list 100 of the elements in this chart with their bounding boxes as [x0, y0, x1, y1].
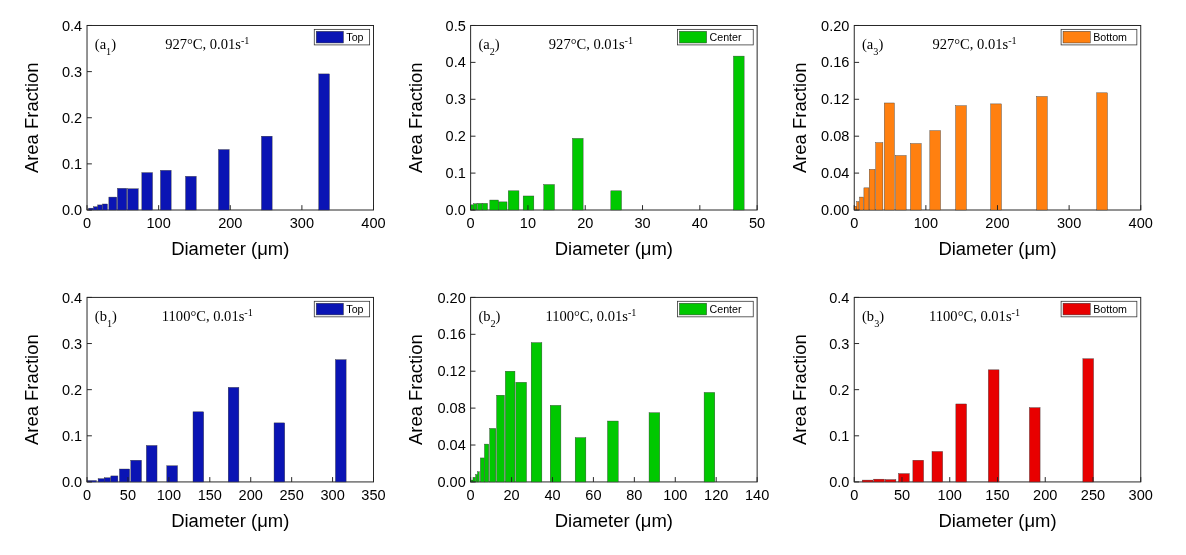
x-tick-label: 200 [218, 215, 243, 232]
annotation: 1100°C, 0.01s$^{-1}$ [929, 306, 1021, 324]
y-tick-label: 0.0 [445, 202, 466, 219]
y-axis-title: Area Fraction [21, 334, 43, 446]
x-tick-label: 60 [585, 487, 602, 504]
annotation: 927°C, 0.01s$^{-1}$ [932, 34, 1017, 52]
y-tick-label: 0.2 [829, 381, 850, 398]
y-tick-label: 0.20 [821, 17, 850, 34]
y-tick-label: 0.12 [821, 91, 850, 108]
annotation: 1100°C, 0.01s$^{-1}$ [545, 306, 637, 324]
x-tick-label: 30 [634, 215, 651, 232]
y-axis-title: Area Fraction [21, 62, 43, 174]
x-tick-label: 20 [577, 215, 594, 232]
y-tick-label: 0.2 [61, 109, 83, 126]
x-axis-title: Diameter (μm) [554, 237, 673, 259]
annotation: 1100°C, 0.01s$^{-1}$ [161, 306, 253, 324]
y-axis-title: Area Fraction [405, 334, 427, 446]
y-axis-title: Area Fraction [788, 62, 810, 174]
x-tick-label: 40 [544, 487, 561, 504]
x-tick-label: 300 [289, 215, 315, 232]
x-tick-label: 400 [1128, 215, 1153, 232]
x-tick-label: 0 [82, 215, 92, 232]
y-tick-label: 0.2 [61, 381, 83, 398]
y-tick-label: 0.20 [437, 289, 466, 306]
x-tick-label: 50 [749, 215, 766, 232]
x-tick-label: 0 [850, 215, 859, 232]
y-tick-label: 0.3 [61, 63, 83, 80]
y-tick-label: 0.00 [821, 202, 850, 219]
x-tick-label: 150 [197, 487, 222, 504]
annotation: (b$_{3}$) [862, 307, 885, 329]
annotation: (b$_{1}$) [94, 307, 118, 329]
y-tick-label: 0.3 [445, 91, 466, 108]
x-tick-label: 140 [744, 487, 770, 504]
y-tick-label: 0.0 [829, 474, 850, 491]
x-tick-label: 100 [663, 487, 688, 504]
annotation: 927°C, 0.01s$^{-1}$ [548, 34, 634, 52]
x-tick-label: 100 [913, 215, 939, 232]
y-tick-label: 0.3 [61, 335, 83, 352]
x-tick-label: 0 [850, 487, 859, 504]
x-tick-label: 300 [1056, 215, 1082, 232]
legend-label: Bottom [1093, 31, 1128, 44]
x-tick-label: 200 [985, 215, 1010, 232]
x-axis-title: Diameter (μm) [554, 509, 673, 531]
x-tick-label: 100 [156, 487, 182, 504]
y-tick-label: 0.08 [437, 400, 466, 417]
annotation: (b$_{2}$) [478, 307, 501, 329]
x-tick-label: 0 [82, 487, 92, 504]
x-axis-title: Diameter (μm) [171, 237, 290, 259]
x-tick-label: 40 [691, 215, 708, 232]
x-tick-label: 20 [503, 487, 520, 504]
x-tick-label: 80 [626, 487, 643, 504]
x-tick-label: 0 [466, 215, 475, 232]
legend-label: Bottom [1093, 302, 1128, 315]
x-tick-label: 300 [320, 487, 345, 504]
x-axis-title: Diameter (μm) [938, 237, 1057, 259]
x-tick-label: 150 [985, 487, 1010, 504]
y-tick-label: 0.04 [821, 165, 850, 182]
x-tick-label: 10 [519, 215, 537, 232]
legend-label: Top [346, 31, 364, 44]
annotation: 927°C, 0.01s$^{-1}$ [165, 34, 250, 52]
y-tick-label: 0.0 [61, 202, 83, 219]
y-tick-label: 0.04 [437, 437, 466, 454]
x-tick-label: 300 [1128, 487, 1153, 504]
legend-label: Center [709, 31, 743, 44]
x-tick-label: 350 [361, 487, 386, 504]
x-tick-label: 0 [466, 487, 475, 504]
annotation: (a$_{3}$) [862, 35, 884, 57]
x-tick-label: 200 [1033, 487, 1058, 504]
x-tick-label: 100 [146, 215, 171, 232]
y-tick-label: 0.16 [437, 326, 466, 343]
x-tick-label: 400 [361, 215, 386, 232]
y-tick-label: 0.1 [61, 427, 83, 444]
x-tick-label: 100 [937, 487, 962, 504]
x-axis-title: Diameter (μm) [938, 509, 1057, 531]
x-tick-label: 250 [1080, 487, 1106, 504]
y-tick-label: 0.08 [821, 128, 850, 145]
y-tick-label: 0.4 [445, 54, 466, 71]
annotation: (a$_{2}$) [478, 35, 500, 57]
x-axis-title: Diameter (μm) [171, 509, 290, 531]
y-tick-label: 0.1 [445, 165, 466, 182]
y-tick-label: 0.1 [829, 427, 850, 444]
y-tick-label: 0.3 [829, 335, 850, 352]
annotation: (a$_{1}$) [94, 35, 117, 57]
y-tick-label: 0.00 [437, 474, 466, 491]
y-tick-label: 0.0 [61, 474, 83, 491]
y-tick-label: 0.2 [445, 128, 466, 145]
x-tick-label: 250 [279, 487, 304, 504]
x-tick-label: 200 [238, 487, 263, 504]
y-tick-label: 0.1 [61, 155, 83, 172]
y-axis-title: Area Fraction [788, 334, 810, 446]
y-tick-label: 0.5 [445, 17, 466, 34]
y-tick-label: 0.12 [437, 363, 466, 380]
x-tick-label: 50 [119, 487, 137, 504]
y-tick-label: 0.16 [821, 54, 850, 71]
y-tick-label: 0.4 [61, 289, 83, 306]
x-tick-label: 50 [893, 487, 911, 504]
legend-label: Center [709, 302, 743, 315]
x-tick-label: 120 [704, 487, 729, 504]
y-tick-label: 0.4 [829, 289, 850, 306]
legend-label: Top [346, 302, 364, 315]
